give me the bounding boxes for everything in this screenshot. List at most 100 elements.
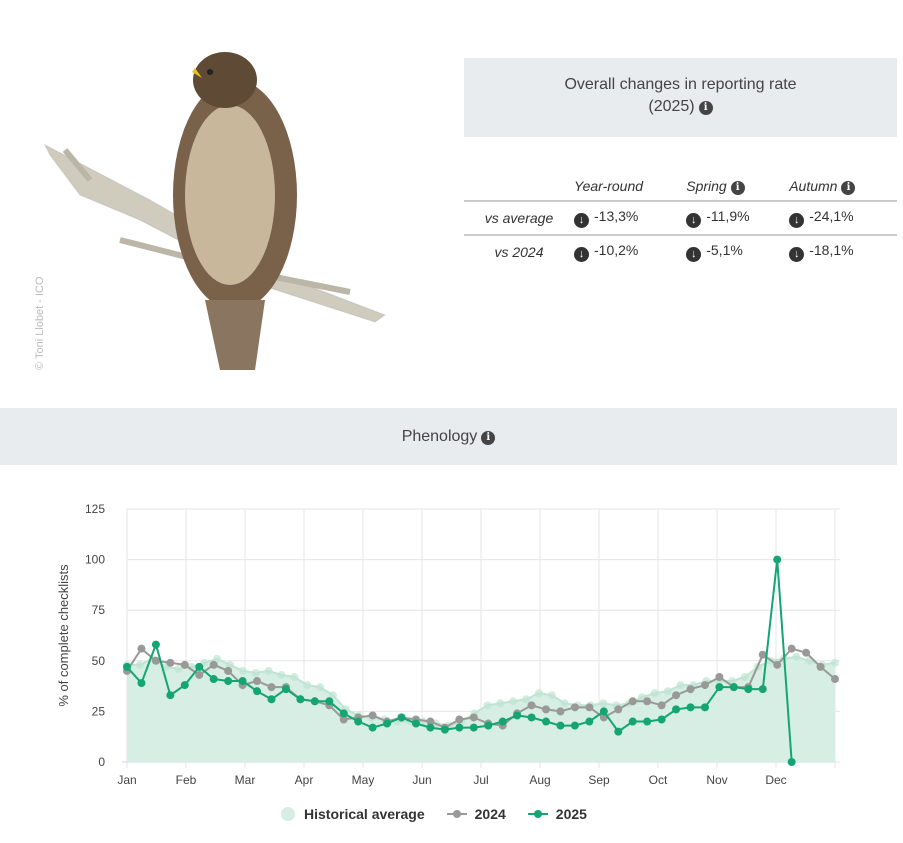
point-2025: [715, 683, 724, 692]
point-2025: [397, 713, 406, 722]
point-2025: [339, 709, 348, 718]
legend-marker-icon: [281, 807, 295, 821]
historical-point: [225, 660, 234, 669]
point-2024: [628, 697, 637, 706]
historical-point: [277, 670, 286, 679]
overall-title: Overall changes in reporting rate: [564, 76, 797, 93]
row-label: vs 2024: [464, 234, 574, 268]
bird-illustration: [43, 52, 387, 370]
point-2025: [744, 685, 753, 694]
point-2024: [151, 656, 160, 665]
col-spring: Spring: [686, 177, 727, 194]
legend-label: Historical average: [304, 806, 425, 822]
legend-2025[interactable]: 2025: [527, 806, 587, 822]
point-2025: [455, 723, 464, 732]
x-tick-label: Dec: [765, 773, 786, 787]
overall-changes-header: Overall changes in reporting rate (2025)…: [464, 58, 897, 137]
phenology-header: Phenology i: [0, 408, 897, 465]
point-2025: [224, 677, 233, 686]
value: -24,1%: [809, 208, 854, 224]
legend-historical[interactable]: Historical average: [280, 806, 425, 822]
historical-point: [264, 666, 273, 675]
point-2025: [368, 723, 377, 732]
point-2024: [542, 705, 551, 714]
x-tick-label: Jun: [412, 773, 431, 787]
overall-year: (2025): [648, 98, 695, 115]
historical-point: [496, 699, 505, 708]
point-2025: [310, 697, 319, 706]
point-2025: [267, 695, 276, 704]
x-tick-label: Jul: [473, 773, 488, 787]
x-tick-label: May: [352, 773, 375, 787]
phenology-chart: 0 25 50 75 100 125 Jan Feb Mar Apr May Jun Jul Aug Sep…: [56, 502, 840, 787]
point-2024: [816, 662, 825, 671]
legend-label: 2025: [555, 806, 587, 822]
value: -5,1%: [706, 242, 743, 258]
point-2025: [527, 713, 536, 722]
point-2025: [484, 721, 493, 730]
changes-table: Year-round Spring i Autumn i vs average ↓ -…: [464, 172, 897, 268]
x-tick-label: Feb: [176, 773, 197, 787]
point-2024: [686, 685, 695, 694]
info-icon[interactable]: i: [730, 180, 745, 195]
point-2025: [440, 725, 449, 734]
point-2025: [787, 758, 796, 766]
point-2025: [166, 691, 175, 700]
historical-point: [290, 672, 299, 681]
point-2025: [281, 685, 290, 694]
x-tick-label: Sep: [588, 773, 610, 787]
y-tick-label: 75: [92, 603, 106, 617]
legend-2024[interactable]: 2024: [446, 806, 506, 822]
point-2024: [426, 717, 435, 726]
row-label: vs average: [464, 200, 574, 235]
arrow-down-icon: ↓: [789, 247, 805, 262]
x-tick-label: Aug: [529, 773, 550, 787]
point-2024: [368, 711, 377, 720]
point-2024: [672, 691, 681, 700]
info-icon[interactable]: i: [481, 431, 496, 445]
point-2025: [238, 677, 247, 686]
historical-point: [650, 689, 659, 698]
y-tick-label: 0: [98, 755, 105, 769]
table-row: vs average ↓ -13,3% ↓ -11,9% ↓ -24,1%: [464, 200, 897, 235]
legend-label: 2024: [474, 806, 506, 822]
point-2024: [787, 644, 796, 653]
table-row: vs 2024 ↓ -10,2% ↓ -5,1% ↓ -18,1%: [464, 234, 897, 268]
point-2025: [672, 705, 681, 714]
point-2025: [498, 717, 507, 726]
historical-point: [238, 666, 247, 675]
historical-point: [560, 699, 569, 708]
x-tick-label: Nov: [706, 773, 727, 787]
arrow-down-icon: ↓: [686, 213, 702, 228]
x-tick-label: Apr: [295, 773, 314, 787]
y-tick-label: 100: [85, 553, 105, 567]
point-2025: [325, 697, 334, 706]
point-2024: [657, 701, 666, 710]
historical-point: [328, 691, 337, 700]
historical-point: [174, 664, 183, 673]
info-icon[interactable]: i: [698, 101, 713, 115]
point-2025: [686, 703, 695, 712]
point-2025: [700, 703, 709, 712]
col-year-round: Year-round: [574, 178, 644, 194]
point-2025: [383, 719, 392, 728]
point-2025: [354, 717, 363, 726]
point-2025: [585, 717, 594, 726]
historical-point: [547, 691, 556, 700]
y-tick-label: 50: [92, 654, 106, 668]
point-2024: [224, 666, 233, 675]
value: -13,3%: [594, 208, 639, 224]
point-2024: [700, 681, 709, 690]
phenology-title: Phenology: [401, 428, 478, 445]
value: -10,2%: [594, 242, 639, 258]
historical-point: [534, 689, 543, 698]
point-2025: [542, 717, 551, 726]
point-2025: [773, 555, 782, 564]
point-2025: [296, 695, 305, 704]
value: -11,9%: [706, 208, 750, 224]
point-2025: [599, 707, 608, 716]
info-icon[interactable]: i: [841, 180, 856, 195]
point-2025: [614, 727, 623, 736]
historical-point: [831, 658, 839, 667]
point-2025: [195, 662, 204, 671]
